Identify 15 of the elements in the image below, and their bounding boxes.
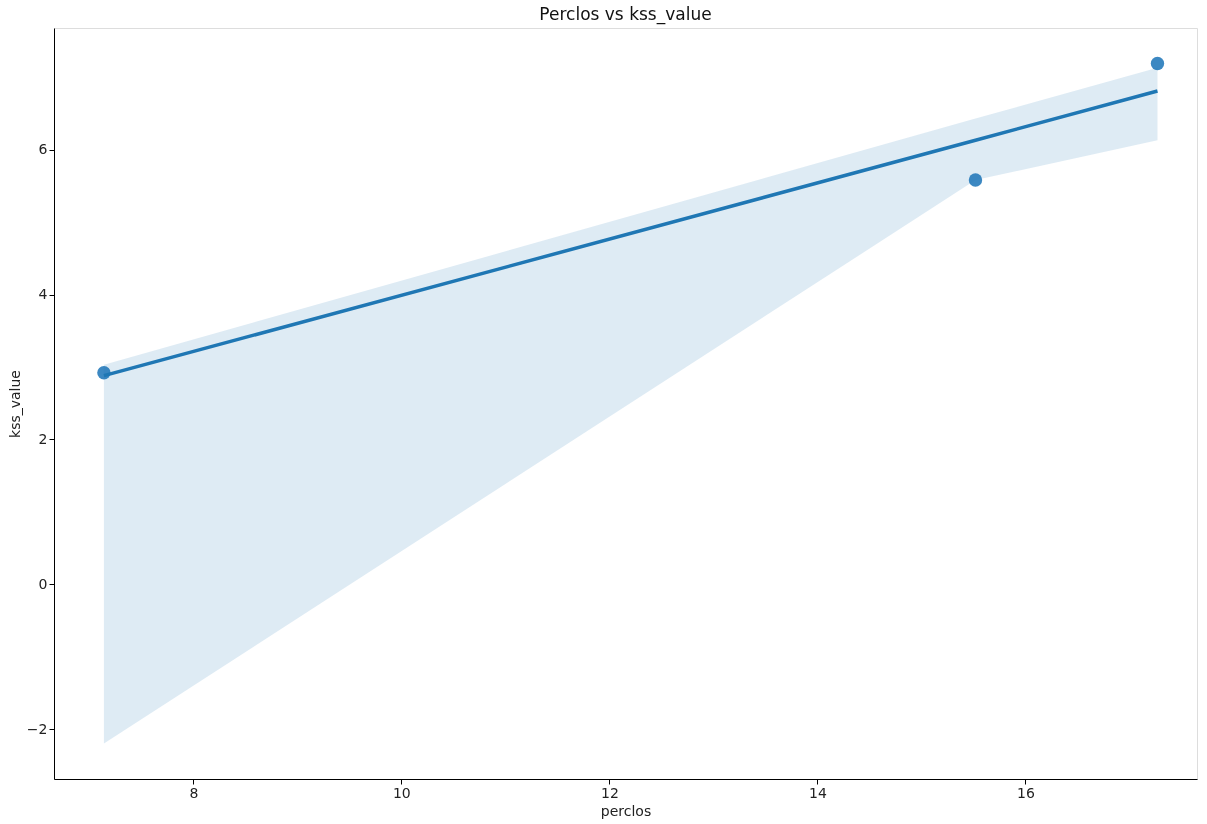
y-tick-label: 6 [38, 141, 48, 158]
y-tick-label: 4 [38, 286, 48, 303]
y-tick-label: 2 [38, 430, 48, 447]
y-axis-title: kss_value [6, 370, 23, 438]
point [968, 173, 983, 187]
point [1150, 56, 1165, 71]
y-tick-label: −2 [26, 720, 48, 737]
chart-title: Perclos vs kss_value [539, 4, 712, 25]
x-tick-label: 16 [1016, 784, 1035, 801]
x-tick-label: 12 [600, 784, 619, 801]
x-axis-title: perclos [600, 802, 652, 819]
x-tick-label: 10 [392, 784, 411, 801]
x-tick-label: 14 [808, 784, 827, 801]
x-tick-label: 8 [189, 784, 199, 801]
y-tick-label: 0 [38, 575, 48, 592]
